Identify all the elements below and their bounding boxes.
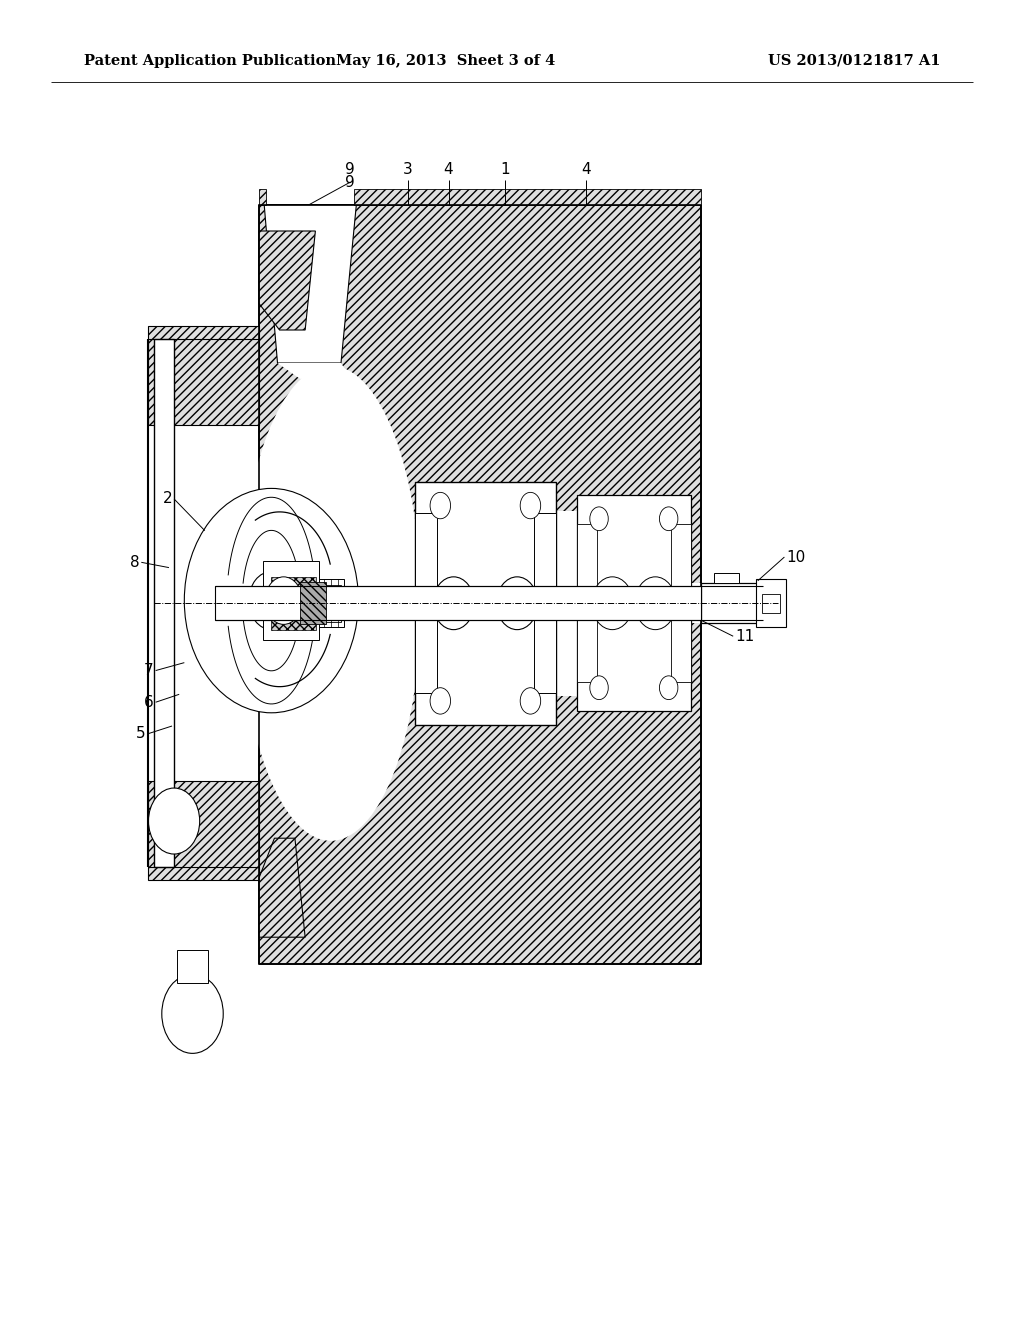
Circle shape [265,577,302,624]
Bar [415,482,556,725]
Bar [271,577,316,630]
Circle shape [162,974,223,1053]
Text: 6: 6 [143,694,154,710]
Text: May 16, 2013  Sheet 3 of 4: May 16, 2013 Sheet 3 of 4 [336,54,555,67]
Bar [577,524,597,682]
Polygon shape [278,363,351,379]
Circle shape [644,589,667,618]
Text: Patent Application Publication: Patent Application Publication [84,54,336,67]
Bar [354,189,701,205]
Circle shape [430,492,451,519]
Ellipse shape [241,366,421,841]
Bar [259,189,266,205]
Circle shape [148,788,200,854]
Circle shape [442,589,465,618]
Bar [701,583,761,623]
Bar [259,583,701,623]
Bar [762,594,780,612]
Text: 4: 4 [581,162,591,177]
Bar [259,205,701,964]
Text: 5: 5 [136,726,145,742]
Text: 4: 4 [443,162,454,177]
Circle shape [659,507,678,531]
Bar [415,513,437,693]
Text: 7: 7 [144,663,154,678]
Polygon shape [264,205,356,363]
Polygon shape [259,231,315,330]
Text: 2: 2 [163,491,172,507]
Bar [534,513,556,693]
Bar [714,573,739,583]
Circle shape [430,688,451,714]
Bar [449,511,638,696]
Bar [577,495,691,711]
Circle shape [590,507,608,531]
Bar [300,582,326,624]
Text: 9: 9 [345,174,355,190]
Circle shape [520,492,541,519]
Polygon shape [259,838,305,937]
Circle shape [497,577,538,630]
Circle shape [249,572,294,630]
Text: 8: 8 [130,554,139,570]
Bar [148,781,259,880]
Circle shape [635,577,676,630]
Bar [154,339,174,867]
Circle shape [184,488,358,713]
Text: 11: 11 [735,628,755,644]
Text: FIG 3: FIG 3 [152,326,191,341]
Text: 9: 9 [345,162,355,177]
Bar [269,574,318,632]
Circle shape [601,589,624,618]
Circle shape [592,577,633,630]
Text: 1: 1 [500,162,510,177]
Bar [756,579,786,627]
Bar [318,579,344,627]
Bar [321,585,341,622]
Circle shape [433,577,474,630]
Bar [177,950,208,983]
Bar [148,326,259,425]
Bar [263,561,319,640]
Circle shape [520,688,541,714]
Text: 10: 10 [786,549,806,565]
Bar [215,586,701,620]
Circle shape [506,589,528,618]
Circle shape [659,676,678,700]
Bar [671,524,691,682]
Text: US 2013/0121817 A1: US 2013/0121817 A1 [768,54,940,67]
Text: 3: 3 [402,162,413,177]
Circle shape [590,676,608,700]
